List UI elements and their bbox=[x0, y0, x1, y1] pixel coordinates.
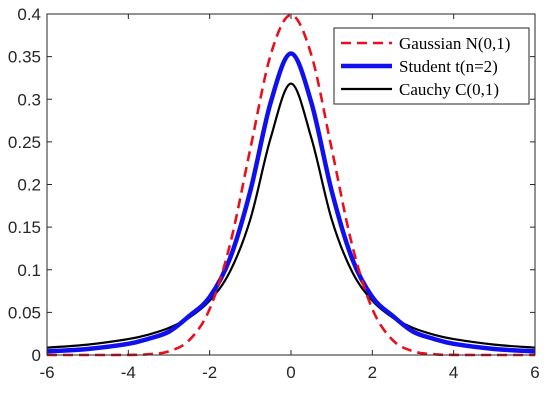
series-line-student bbox=[46, 51, 536, 354]
x-tick-label: 4 bbox=[449, 363, 458, 382]
curves-layer bbox=[46, 13, 536, 357]
y-tick-label: 0.2 bbox=[17, 176, 41, 195]
y-tick-label: 0.35 bbox=[8, 48, 41, 67]
legend-label-student: Student t(n=2) bbox=[399, 57, 498, 76]
y-tick-label: 0.1 bbox=[17, 261, 41, 280]
x-tick-label: 0 bbox=[286, 363, 295, 382]
legend-label-gaussian: Gaussian N(0,1) bbox=[399, 34, 510, 53]
y-tick-label: 0.3 bbox=[17, 90, 41, 109]
y-tick-label: 0.15 bbox=[8, 218, 41, 237]
x-ticks: -6 -4 -2 0 2 4 6 bbox=[39, 14, 540, 382]
y-tick-label: 0.4 bbox=[17, 5, 41, 24]
series-line-gaussian bbox=[46, 13, 536, 357]
x-tick-label: -4 bbox=[121, 363, 136, 382]
x-tick-label: 6 bbox=[530, 363, 539, 382]
y-tick-label: 0.05 bbox=[8, 303, 41, 322]
series-line-cauchy bbox=[46, 82, 536, 349]
x-tick-label: -6 bbox=[39, 363, 54, 382]
legend: Gaussian N(0,1) Student t(n=2) Cauchy C(… bbox=[333, 27, 530, 105]
y-ticks: 0 0.05 0.1 0.15 0.2 0.25 0.3 0.35 0.4 bbox=[8, 5, 535, 365]
y-tick-label: 0 bbox=[32, 346, 41, 365]
x-tick-label: 2 bbox=[368, 363, 377, 382]
legend-label-cauchy: Cauchy C(0,1) bbox=[399, 80, 499, 99]
y-tick-label: 0.25 bbox=[8, 133, 41, 152]
x-tick-label: -2 bbox=[202, 363, 217, 382]
